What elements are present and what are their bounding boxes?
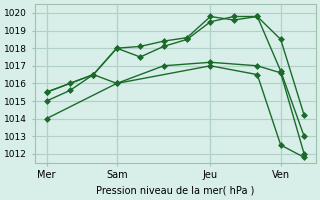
X-axis label: Pression niveau de la mer( hPa ): Pression niveau de la mer( hPa ) — [96, 186, 254, 196]
